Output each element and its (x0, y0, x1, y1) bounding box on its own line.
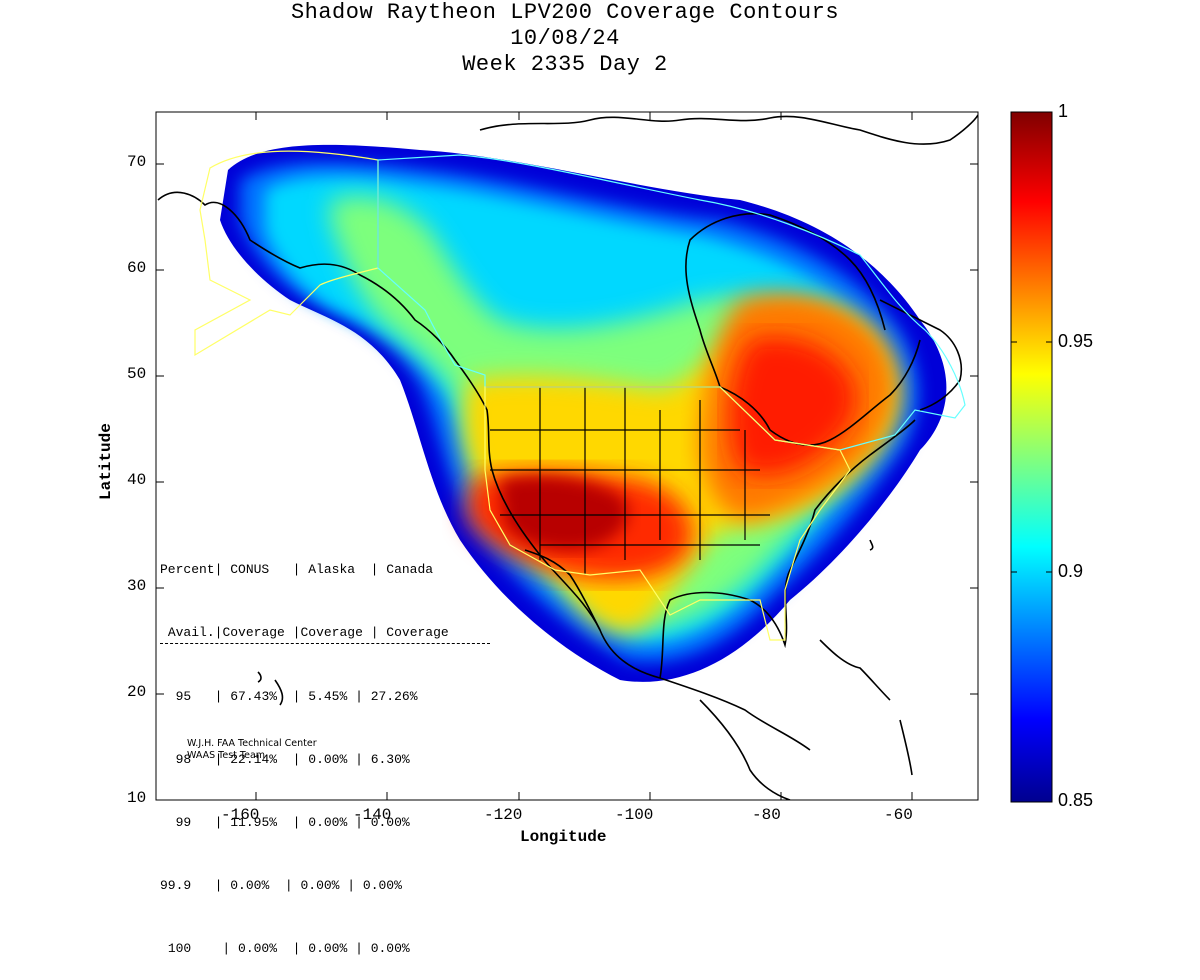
colorbar-tick-marks (1011, 341, 1052, 573)
stats-cell: 0.00% (238, 941, 278, 956)
credit-text: W.J.H. FAA Technical Center WAAS Test Te… (187, 738, 317, 762)
credit-line: W.J.H. FAA Technical Center (187, 738, 317, 749)
stats-cell: 0.00% (370, 941, 410, 956)
map-date: 10/08/24 (510, 26, 620, 51)
stats-cell: 6.30% (370, 752, 410, 767)
axis-tick-marks (156, 112, 978, 801)
stats-cell: 0.00% (300, 878, 340, 893)
stats-cell: 0.00% (370, 815, 410, 830)
stats-cell: 27.26% (370, 689, 418, 704)
stats-cell: 100 (167, 941, 192, 956)
colorbar-tick-label: 0.95 (1058, 331, 1094, 351)
stats-header-cell: Coverage (222, 625, 285, 640)
stats-row: 98 | 22.14% | 0.00% | 6.30% (175, 752, 410, 767)
colorbar (1010, 111, 1053, 803)
y-tick-label: 50 (127, 365, 147, 383)
colorbar-tick-label: 0.9 (1058, 561, 1084, 581)
map-title: Shadow Raytheon LPV200 Coverage Contours (290, 0, 840, 25)
stats-row: 95 | 67.43% | 5.45% | 27.26% (175, 689, 418, 704)
y-tick-label: 40 (127, 471, 147, 489)
x-axis-label: Longitude (520, 828, 607, 846)
stats-cell: 0.00% (230, 878, 270, 893)
contour-1-southwest (500, 475, 629, 551)
stats-cell: 0.00% (308, 815, 348, 830)
y-tick-label: 70 (127, 153, 147, 171)
stats-header-row: Avail.|Coverage |Coverage | Coverage (160, 622, 490, 644)
stats-header-cell: Coverage (300, 625, 363, 640)
credit-line: WAAS Test Team (187, 750, 266, 761)
stats-row: 99 | 11.95% | 0.00% | 0.00% (175, 815, 410, 830)
canada-service-boundary (377, 154, 966, 451)
y-tick-label: 60 (127, 259, 147, 277)
stats-cell: 22.14% (230, 752, 278, 767)
y-axis-label: Latitude (97, 423, 115, 500)
stats-header-cell: Alaska (308, 562, 356, 577)
x-tick-label: -160 (221, 806, 260, 824)
stats-cell: 11.95% (230, 815, 278, 830)
stats-header-cell: Percent (160, 562, 215, 577)
coverage-contours (220, 144, 947, 682)
x-tick-label: -60 (884, 806, 913, 824)
stats-cell: 0.00% (362, 878, 402, 893)
stats-row: 99.9 | 0.00% | 0.00% | 0.00% (160, 878, 402, 893)
stats-row: 100 | 0.00% | 0.00% | 0.00% (167, 941, 410, 956)
y-tick-label: 10 (127, 789, 147, 807)
stats-cell: 98 (175, 752, 192, 767)
x-tick-label: -100 (615, 806, 654, 824)
stats-cell: 95 (175, 689, 192, 704)
stats-header-cell: Coverage (386, 625, 449, 640)
map-week-day: Week 2335 Day 2 (462, 52, 668, 77)
y-tick-label: 30 (127, 577, 147, 595)
stats-cell: 99 (175, 815, 192, 830)
colorbar-tick-label: 1 (1058, 101, 1069, 121)
x-tick-label: -120 (484, 806, 523, 824)
stats-cell: 99.9 (160, 878, 192, 893)
contour-099-northeast (729, 336, 856, 475)
stats-header-cell: CONUS (230, 562, 270, 577)
stats-cell: 5.45% (308, 689, 348, 704)
coverage-map (155, 111, 1053, 803)
conus-service-boundary (484, 386, 851, 641)
coastlines (157, 114, 978, 800)
stats-header-row: Percent| CONUS | Alaska | Canada (160, 562, 434, 577)
y-tick-label: 20 (127, 683, 147, 701)
stats-cell: 0.00% (308, 752, 348, 767)
x-tick-label: -80 (752, 806, 781, 824)
x-tick-label: -140 (353, 806, 392, 824)
stats-cell: 67.43% (230, 689, 278, 704)
stats-header-cell: Avail. (167, 625, 215, 640)
colorbar-tick-label: 0.85 (1058, 790, 1094, 810)
stats-cell: 0.00% (308, 941, 348, 956)
stats-header-cell: Canada (386, 562, 434, 577)
